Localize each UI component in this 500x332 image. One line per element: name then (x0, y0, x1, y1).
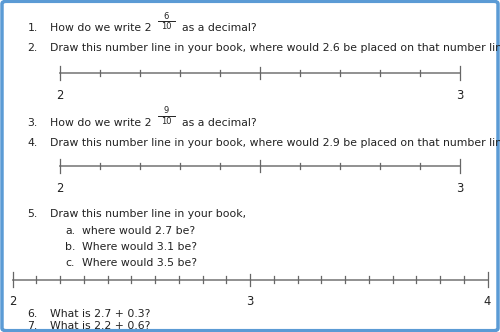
Text: 2: 2 (56, 89, 64, 102)
Text: 9: 9 (164, 106, 168, 115)
Text: Where would 3.1 be?: Where would 3.1 be? (82, 242, 198, 252)
Text: Draw this number line in your book, where would 2.9 be placed on that number lin: Draw this number line in your book, wher… (50, 138, 500, 148)
Text: Where would 3.5 be?: Where would 3.5 be? (82, 258, 198, 268)
Text: Draw this number line in your book, where would 2.6 be placed on that number lin: Draw this number line in your book, wher… (50, 43, 500, 53)
Text: 6: 6 (164, 12, 168, 21)
Text: 4.: 4. (28, 138, 38, 148)
Text: 3: 3 (456, 89, 464, 102)
Text: as a decimal?: as a decimal? (182, 118, 257, 128)
Text: 2: 2 (9, 295, 16, 308)
Text: 10: 10 (161, 22, 171, 31)
Text: as a decimal?: as a decimal? (182, 23, 257, 33)
Text: 10: 10 (161, 117, 171, 126)
Text: 3: 3 (456, 182, 464, 195)
Text: 2: 2 (56, 182, 64, 195)
Text: How do we write 2: How do we write 2 (50, 118, 152, 128)
Text: a.: a. (65, 226, 75, 236)
Text: 3: 3 (246, 295, 254, 308)
Text: b.: b. (65, 242, 76, 252)
Text: 1.: 1. (28, 23, 38, 33)
Text: How do we write 2: How do we write 2 (50, 23, 152, 33)
Text: 3.: 3. (28, 118, 38, 128)
Text: c.: c. (65, 258, 74, 268)
Text: 4: 4 (484, 295, 491, 308)
Text: What is 2.2 + 0.6?: What is 2.2 + 0.6? (50, 321, 150, 331)
Text: 6.: 6. (28, 309, 38, 319)
Text: 2.: 2. (28, 43, 38, 53)
Text: 5.: 5. (28, 209, 38, 219)
Text: where would 2.7 be?: where would 2.7 be? (82, 226, 196, 236)
Text: Draw this number line in your book,: Draw this number line in your book, (50, 209, 246, 219)
Text: What is 2.7 + 0.3?: What is 2.7 + 0.3? (50, 309, 150, 319)
Text: 7.: 7. (28, 321, 38, 331)
